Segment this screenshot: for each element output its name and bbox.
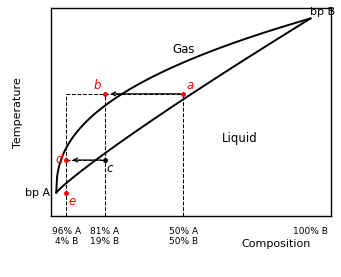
Text: bp B: bp B — [310, 7, 336, 17]
Text: 100% B: 100% B — [293, 227, 328, 236]
Text: Temperature: Temperature — [13, 77, 23, 148]
Text: 96% A: 96% A — [52, 227, 81, 236]
Text: a: a — [187, 79, 194, 92]
Text: 19% B: 19% B — [90, 237, 119, 247]
Text: c: c — [107, 163, 113, 176]
Text: Gas: Gas — [172, 43, 195, 56]
Text: b: b — [94, 79, 102, 92]
Text: 4% B: 4% B — [55, 237, 78, 247]
Text: bp A: bp A — [25, 188, 50, 198]
Text: 50% A: 50% A — [169, 227, 198, 236]
Text: e: e — [69, 195, 76, 208]
Text: 50% B: 50% B — [169, 237, 198, 247]
Text: Liquid: Liquid — [221, 132, 257, 145]
Text: d: d — [56, 153, 63, 166]
Text: Composition: Composition — [241, 240, 310, 250]
Text: 81% A: 81% A — [90, 227, 119, 236]
